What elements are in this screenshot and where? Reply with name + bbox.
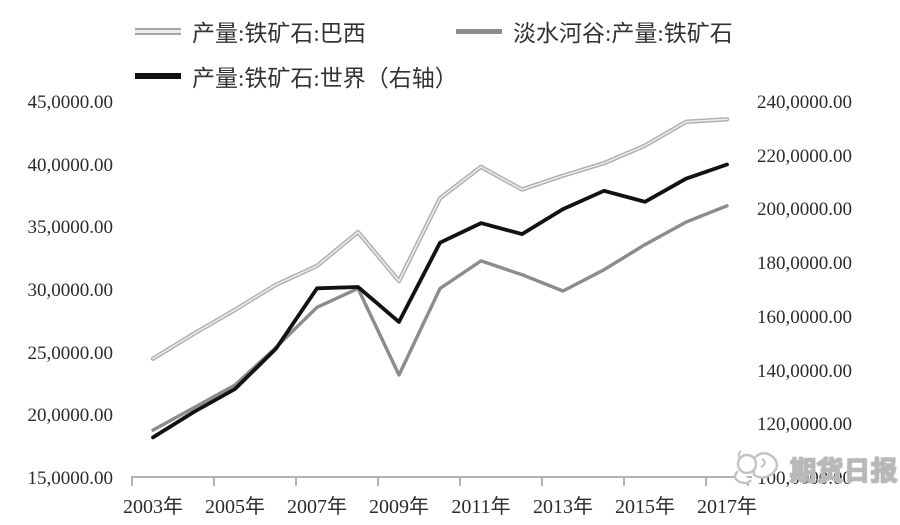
legend-label-brazil: 产量:铁矿石:巴西 — [192, 21, 366, 46]
x-axis-tick — [295, 477, 297, 486]
legend-swatch-brazil-line — [135, 27, 181, 35]
y-left-tick-label: 35,0000.00 — [27, 217, 114, 239]
legend-item-vale: 淡水河谷:产量:铁矿石 — [456, 18, 733, 46]
series-line-brazil — [150, 117, 730, 361]
x-axis-line — [131, 476, 752, 478]
legend-swatch-vale-line — [456, 28, 502, 34]
y-right-tick-label: 100,0000.00 — [757, 468, 852, 489]
series-line-world — [151, 162, 729, 440]
legend-swatch-world-line — [135, 73, 181, 79]
x-axis-tick — [623, 477, 625, 486]
y-right-tick-label: 240,0000.00 — [757, 92, 852, 113]
legend-item-brazil: 产量:铁矿石:巴西 — [135, 18, 366, 46]
y-left-tick-label: 40,0000.00 — [27, 154, 114, 176]
x-tick-label: 2011年 — [451, 496, 511, 518]
legend-label-world: 产量:铁矿石:世界（右轴） — [192, 66, 458, 91]
y-left-tick-label: 15,0000.00 — [27, 468, 114, 489]
x-axis-tick — [705, 477, 707, 486]
x-tick-label: 2005年 — [205, 496, 265, 518]
y-left-tick-label: 45,0000.00 — [27, 92, 114, 113]
y-right-tick-label: 120,0000.00 — [757, 414, 852, 436]
y-right-tick-label: 140,0000.00 — [757, 360, 852, 382]
bird-logo-icon — [733, 450, 779, 485]
watermark-text: 期货日报 — [789, 456, 899, 486]
y-left-tick-label: 25,0000.00 — [27, 342, 114, 364]
y-right-tick-label: 200,0000.00 — [757, 199, 852, 221]
series-line-brazil-core — [152, 118, 728, 360]
y-left-tick-label: 20,0000.00 — [27, 405, 114, 427]
x-tick-label: 2017年 — [697, 496, 757, 518]
x-axis-tick — [131, 477, 133, 486]
y-right-tick-label: 160,0000.00 — [757, 306, 852, 328]
x-axis-tick — [541, 477, 543, 486]
x-tick-label: 2013年 — [533, 496, 593, 518]
x-tick-label: 2007年 — [287, 496, 347, 518]
legend-label-vale: 淡水河谷:产量:铁矿石 — [513, 21, 733, 46]
y-right-tick-label: 180,0000.00 — [757, 253, 852, 275]
x-tick-label: 2009年 — [369, 496, 429, 518]
x-tick-label: 2015年 — [615, 496, 675, 518]
legend-item-world: 产量:铁矿石:世界（右轴） — [135, 63, 458, 91]
x-axis-tick — [213, 477, 215, 486]
x-axis-tick — [377, 477, 379, 486]
x-tick-label: 2003年 — [123, 496, 183, 518]
y-right-tick-label: 220,0000.00 — [757, 145, 852, 167]
x-axis-tick — [459, 477, 461, 486]
y-left-tick-label: 30,0000.00 — [27, 280, 114, 301]
watermark: 期货日报 — [728, 444, 898, 494]
series-line-vale — [151, 204, 729, 432]
